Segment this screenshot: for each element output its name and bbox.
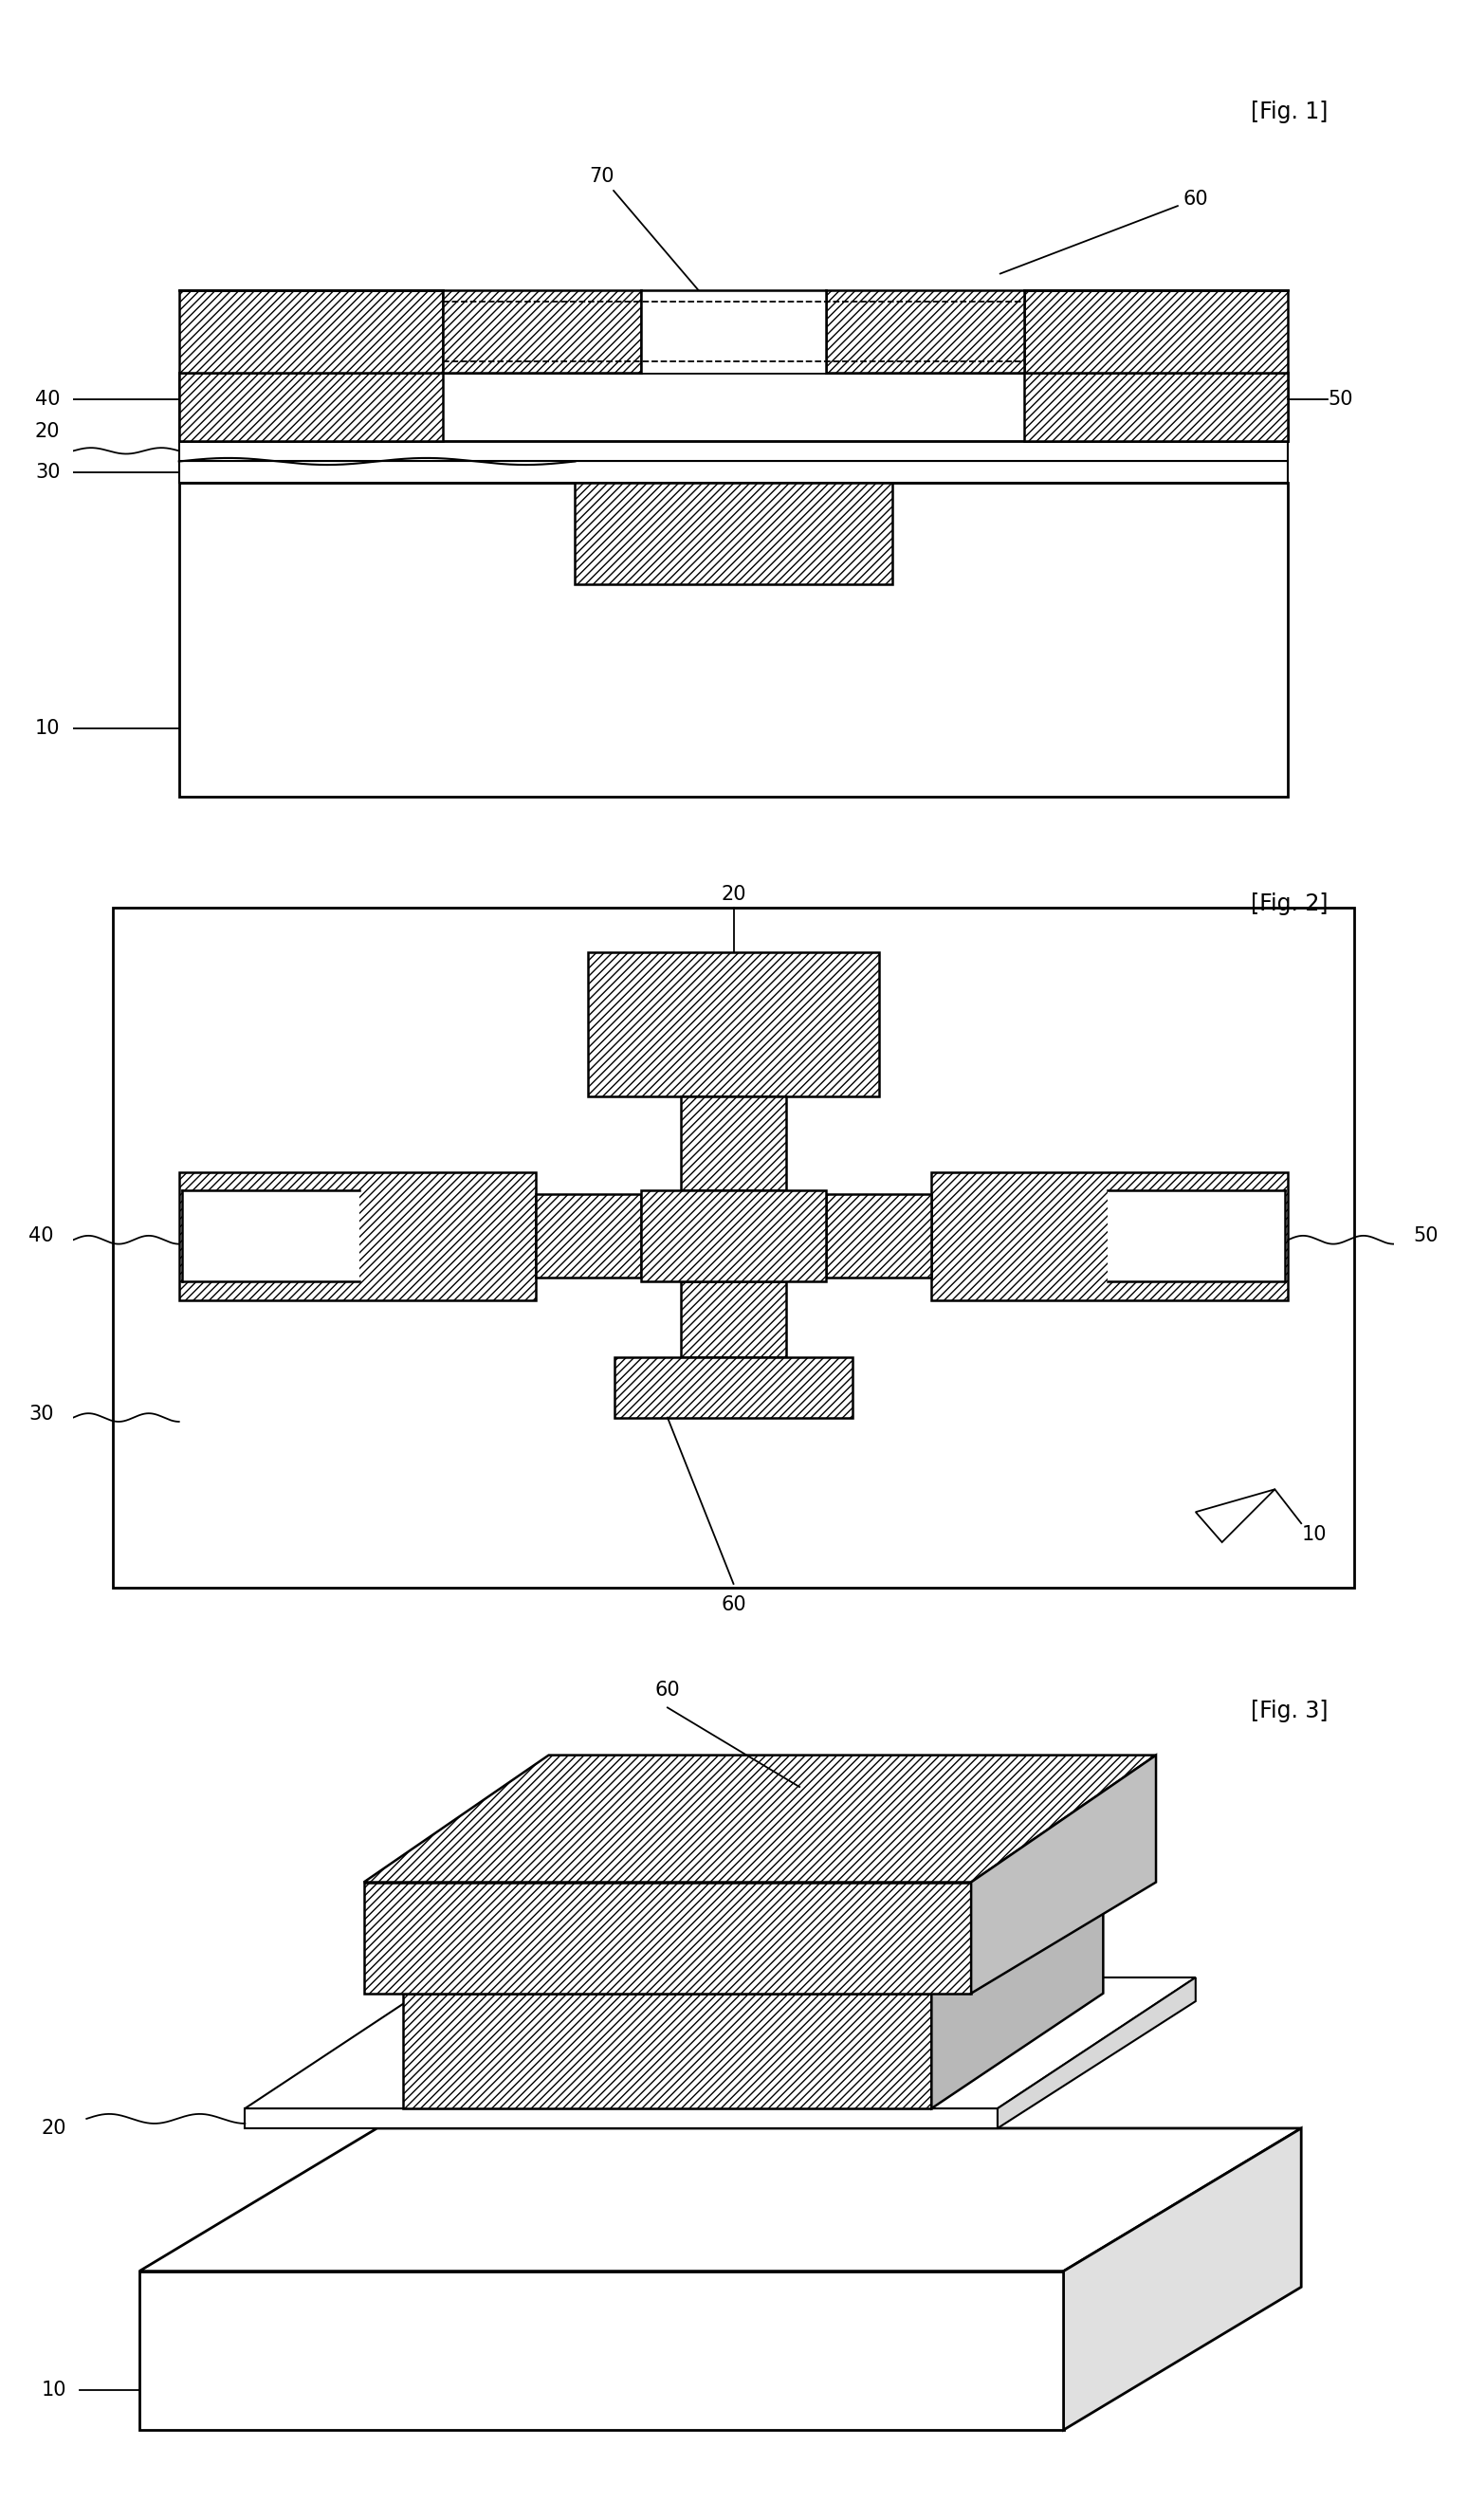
Bar: [588, 953, 879, 1096]
Text: 30: 30: [28, 1404, 54, 1424]
Text: 50: 50: [1328, 391, 1353, 408]
Polygon shape: [998, 1978, 1196, 2129]
Polygon shape: [971, 1754, 1156, 1993]
Text: 20: 20: [41, 2119, 67, 2137]
Text: 50: 50: [1414, 1227, 1439, 1245]
Bar: [443, 290, 641, 373]
Bar: [179, 290, 443, 373]
Bar: [1024, 290, 1288, 373]
Bar: [681, 1096, 786, 1189]
Polygon shape: [245, 1978, 1196, 2109]
Polygon shape: [1196, 1489, 1275, 1542]
Bar: [641, 1189, 826, 1280]
Text: 40: 40: [28, 1227, 54, 1245]
Text: [Fig. 3]: [Fig. 3]: [1250, 1698, 1328, 1721]
Bar: [826, 290, 1024, 373]
Polygon shape: [932, 1875, 1103, 2109]
Bar: [179, 1172, 535, 1300]
Text: 10: 10: [35, 718, 60, 738]
Bar: [826, 1194, 932, 1278]
Text: 20: 20: [720, 885, 747, 902]
Bar: [179, 481, 1288, 796]
Polygon shape: [403, 1875, 1103, 1993]
Text: 60: 60: [1000, 189, 1209, 275]
Polygon shape: [364, 1882, 971, 1993]
Text: [Fig. 2]: [Fig. 2]: [1250, 892, 1328, 915]
Text: 20: 20: [35, 423, 60, 441]
Bar: [182, 1189, 359, 1280]
Polygon shape: [139, 2271, 1064, 2429]
Bar: [1108, 1189, 1285, 1280]
Polygon shape: [403, 1993, 932, 2109]
Bar: [932, 1172, 1288, 1300]
Bar: [1024, 373, 1288, 441]
Bar: [681, 1280, 786, 1356]
Bar: [179, 373, 1288, 441]
Bar: [575, 481, 892, 585]
Bar: [535, 1194, 641, 1278]
Text: 60: 60: [720, 1595, 747, 1615]
Polygon shape: [1064, 2129, 1301, 2429]
Text: 60: 60: [654, 1681, 681, 1698]
Text: 70: 70: [588, 166, 732, 330]
Bar: [641, 290, 826, 373]
Polygon shape: [364, 1754, 1156, 1882]
Bar: [179, 461, 1288, 481]
Text: 30: 30: [35, 464, 60, 481]
Text: 40: 40: [35, 391, 60, 408]
Bar: [179, 441, 1288, 461]
Text: 10: 10: [41, 2381, 67, 2399]
Polygon shape: [245, 2109, 998, 2129]
Text: 10: 10: [1301, 1525, 1326, 1545]
Text: [Fig. 1]: [Fig. 1]: [1250, 101, 1328, 123]
Bar: [179, 373, 443, 441]
Polygon shape: [139, 2129, 1301, 2271]
Bar: [615, 1356, 852, 1416]
